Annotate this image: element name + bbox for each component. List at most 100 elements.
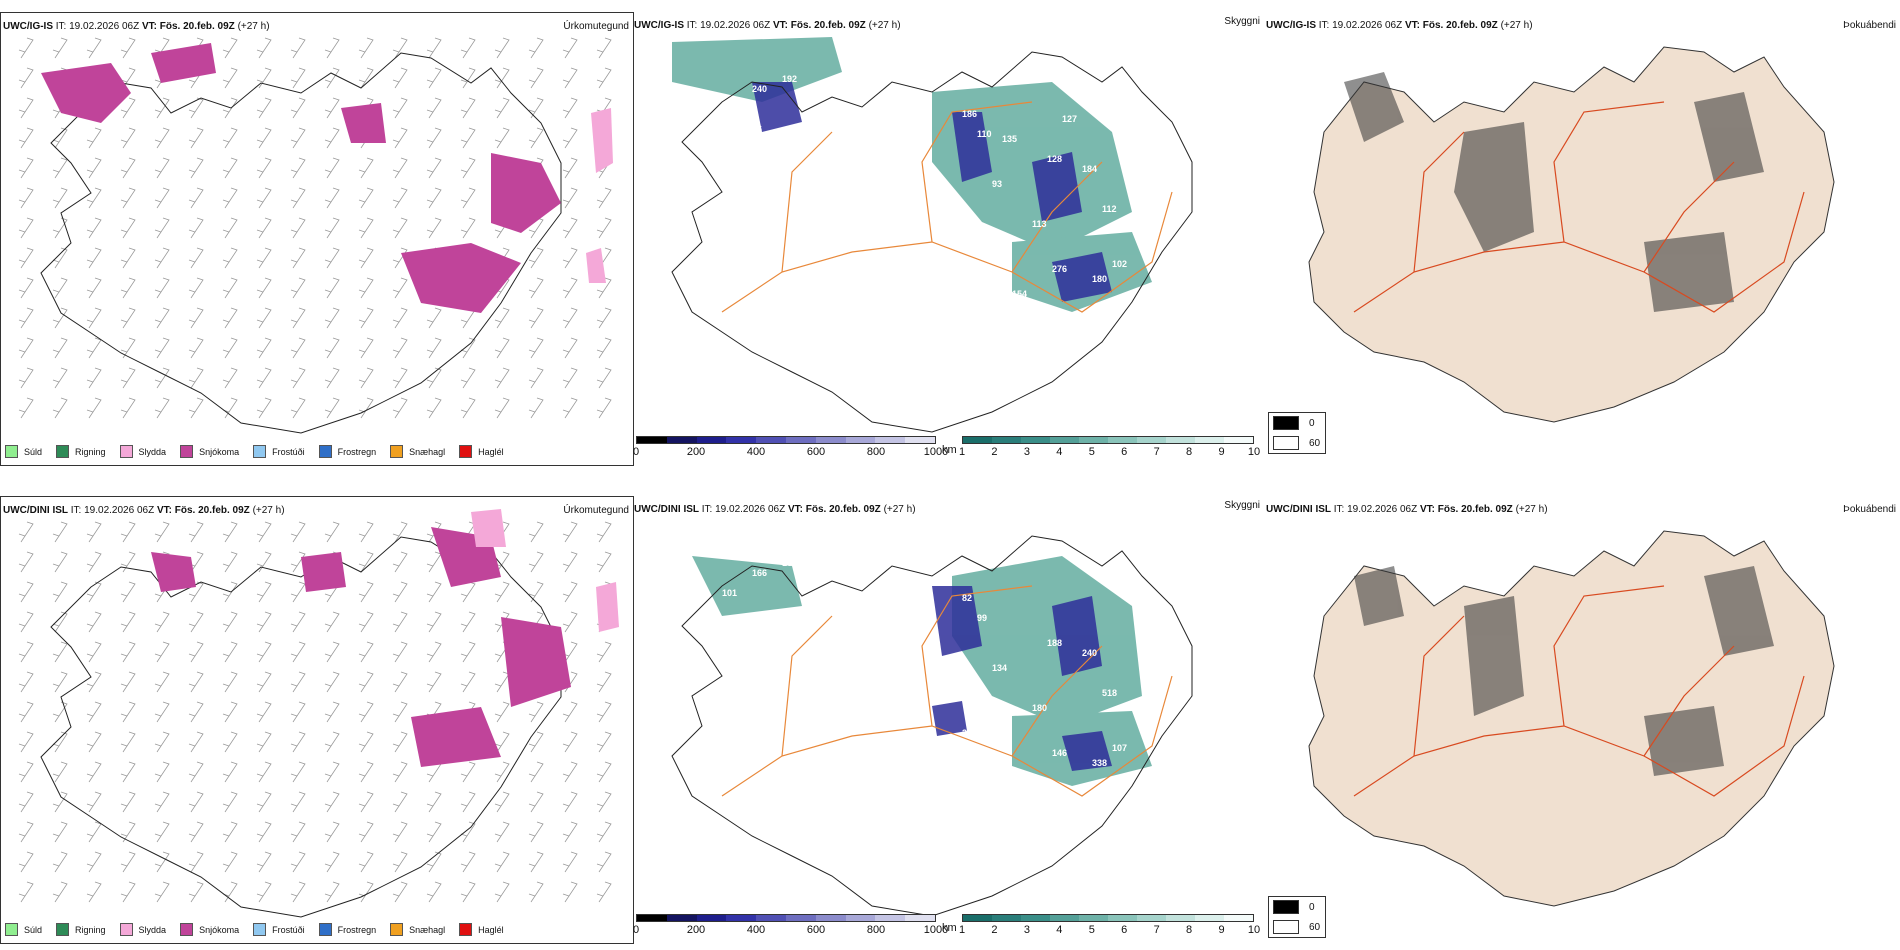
colorbar-tick-label: 7 xyxy=(1153,446,1160,458)
wind-barb xyxy=(120,277,136,299)
wind-barb xyxy=(426,97,442,119)
it-label: IT: xyxy=(1318,20,1330,31)
wind-barb xyxy=(290,307,306,329)
land-fill xyxy=(1308,530,1835,907)
wind-barb xyxy=(256,821,272,843)
wind-barb xyxy=(290,127,306,149)
it-value: 19.02.2026 06Z xyxy=(1332,20,1403,31)
panel-header: UWC/IG-IS IT: 19.02.2026 06Z VT: Fös. 20… xyxy=(634,20,901,31)
wind-barb xyxy=(596,851,612,873)
ceiling-shading xyxy=(752,82,1112,302)
wind-barb xyxy=(86,551,102,573)
panel-header: UWC/IG-IS IT: 19.02.2026 06Z VT: Fös. 20… xyxy=(1266,20,1533,31)
ceiling-value-labels: 165 166 101 82 99 188 240 134 518 180 191 386 146 338… xyxy=(722,558,1177,783)
ceiling-value-label: 93 xyxy=(992,179,1002,189)
wind-barb xyxy=(120,701,136,723)
wind-barb xyxy=(52,187,68,209)
wind-barb xyxy=(188,731,204,753)
wind-barb xyxy=(154,821,170,843)
wind-barb xyxy=(562,37,578,59)
colorbar-cell xyxy=(992,437,1021,443)
wind-barb xyxy=(528,521,544,543)
wind-barb xyxy=(256,611,272,633)
wind-barb xyxy=(256,247,272,269)
wind-barb xyxy=(120,521,136,543)
wind-barb xyxy=(528,851,544,873)
road-network xyxy=(1353,585,1805,797)
wind-barb xyxy=(460,671,476,693)
wind-barb xyxy=(494,851,510,873)
wind-barb xyxy=(188,247,204,269)
land-fill xyxy=(1308,46,1835,423)
wind-barb xyxy=(18,761,34,783)
wind-barb xyxy=(222,581,238,603)
wind-barb xyxy=(358,701,374,723)
wind-barb xyxy=(460,157,476,179)
wind-barb xyxy=(256,277,272,299)
wind-barb xyxy=(324,397,340,419)
ceiling-value-label: 135 xyxy=(1002,134,1017,144)
it-value: 19.02.2026 06Z xyxy=(84,505,155,516)
colorbar-cell xyxy=(1195,437,1224,443)
wind-barb xyxy=(426,791,442,813)
wind-barb xyxy=(222,671,238,693)
wind-barbs xyxy=(18,521,612,903)
wind-barb xyxy=(188,881,204,903)
wind-barb xyxy=(290,521,306,543)
fog-shading xyxy=(1354,566,1774,776)
lead-time: (+27 h) xyxy=(237,21,270,32)
precip-legend-item: Frostúði xyxy=(253,923,305,936)
wind-barb xyxy=(392,701,408,723)
wind-barb xyxy=(528,701,544,723)
wind-barb xyxy=(494,731,510,753)
wind-barb xyxy=(18,367,34,389)
wind-barb xyxy=(290,367,306,389)
wind-barb xyxy=(120,551,136,573)
wind-barb xyxy=(596,731,612,753)
wind-barb xyxy=(222,701,238,723)
wind-barb xyxy=(562,397,578,419)
wind-barb xyxy=(460,581,476,603)
colorbar-tick-label: 2 xyxy=(991,446,998,458)
colorbar-cell xyxy=(815,915,846,921)
wind-barb xyxy=(256,761,272,783)
ceiling-shading xyxy=(932,586,1112,771)
ceiling-value-label: 82 xyxy=(962,593,972,603)
lead-time: (+27 h) xyxy=(883,504,916,515)
wind-barb xyxy=(154,307,170,329)
wind-barb xyxy=(460,187,476,209)
wind-barb xyxy=(596,397,612,419)
wind-barb xyxy=(120,731,136,753)
wind-barb xyxy=(494,821,510,843)
ceiling-colorbar-cells xyxy=(636,436,936,444)
precip-type-map-row2 xyxy=(18,509,619,918)
wind-barb xyxy=(290,821,306,843)
wind-barb xyxy=(52,581,68,603)
precip-legend-label: Snjókoma xyxy=(199,924,240,935)
wind-barb xyxy=(426,881,442,903)
wind-barb xyxy=(222,37,238,59)
wind-barb xyxy=(358,761,374,783)
vt-value: Fös. 20.feb. 09Z xyxy=(1422,20,1498,31)
wind-barb xyxy=(86,521,102,543)
wind-barb xyxy=(52,851,68,873)
wind-barb xyxy=(562,551,578,573)
colorbar-tick-label: 800 xyxy=(866,924,886,936)
wind-barb xyxy=(562,67,578,89)
precip-legend-swatch xyxy=(56,923,70,936)
colorbar-cell xyxy=(666,915,697,921)
wind-barb xyxy=(358,37,374,59)
precip-legend-swatch xyxy=(459,923,473,936)
colorbar-tick-label: 1000 xyxy=(923,446,949,458)
colorbar-cell xyxy=(756,437,786,443)
wind-barb xyxy=(392,247,408,269)
ceiling-value-label: 240 xyxy=(1082,648,1097,658)
wind-barb xyxy=(392,397,408,419)
wind-barb xyxy=(86,187,102,209)
wind-barb xyxy=(120,307,136,329)
wind-barb xyxy=(188,127,204,149)
wind-barb xyxy=(596,641,612,663)
ceiling-value-label: 240 xyxy=(752,84,767,94)
wind-barb xyxy=(426,851,442,873)
